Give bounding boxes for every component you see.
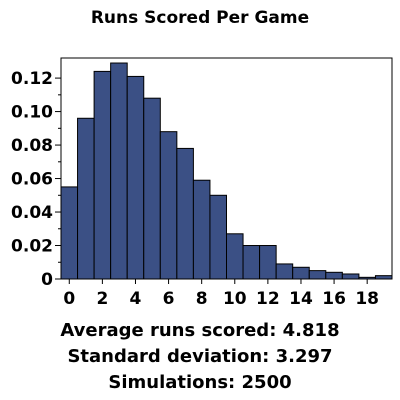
bar-3 [110, 62, 128, 280]
bar-11 [242, 245, 261, 280]
x-tick-label-2: 2 [96, 289, 108, 309]
bar-1 [77, 117, 95, 280]
bar-16 [325, 271, 343, 280]
bar-7 [176, 147, 194, 280]
x-tick-label-10: 10 [223, 289, 247, 309]
simulations-text: Simulations: 2500 [108, 372, 292, 393]
x-tick-label-6: 6 [163, 289, 175, 309]
bar-9 [209, 194, 227, 280]
y-tick-label-0.10: 0.10 [11, 103, 53, 123]
x-tick-label-12: 12 [256, 289, 280, 309]
bar-13 [275, 263, 294, 280]
y-tick-label-0.06: 0.06 [11, 170, 53, 190]
bar-15 [308, 270, 327, 280]
chart-title: Runs Scored Per Game [90, 8, 310, 28]
y-tick-label-0.08: 0.08 [11, 136, 53, 156]
bar-17 [341, 273, 360, 280]
bar-5 [143, 97, 161, 280]
x-tick-label-8: 8 [196, 289, 208, 309]
x-tick-label-16: 16 [322, 289, 346, 309]
x-tick-label-4: 4 [130, 289, 142, 309]
average-runs-text: Average runs scored: 4.818 [60, 320, 340, 341]
plot-frame [60, 57, 393, 280]
bars-layer [60, 62, 393, 280]
bar-12 [259, 245, 277, 280]
y-tick-label-0.12: 0.12 [11, 69, 53, 89]
bar-4 [126, 75, 145, 280]
bar-6 [159, 131, 178, 280]
y-tick-label-0.02: 0.02 [11, 237, 53, 257]
bar-19 [374, 275, 393, 280]
bar-10 [226, 233, 244, 280]
ticks-layer: 0 0.02 0.04 0.06 0.08 0.10 0.12 0 2 4 6 8 10 12 14 16 18 [11, 69, 379, 309]
bar-8 [192, 179, 211, 280]
y-tick-label-0.04: 0.04 [11, 203, 53, 223]
x-tick-label-18: 18 [355, 289, 379, 309]
bar-2 [93, 70, 112, 280]
x-tick-label-0: 0 [63, 289, 75, 309]
bar-0 [60, 186, 79, 280]
standard-deviation-text: Standard deviation: 3.297 [67, 346, 333, 367]
y-tick-label-0: 0 [41, 270, 53, 290]
axes-layer [60, 57, 393, 280]
bar-14 [292, 266, 310, 280]
x-tick-label-14: 14 [289, 289, 313, 309]
